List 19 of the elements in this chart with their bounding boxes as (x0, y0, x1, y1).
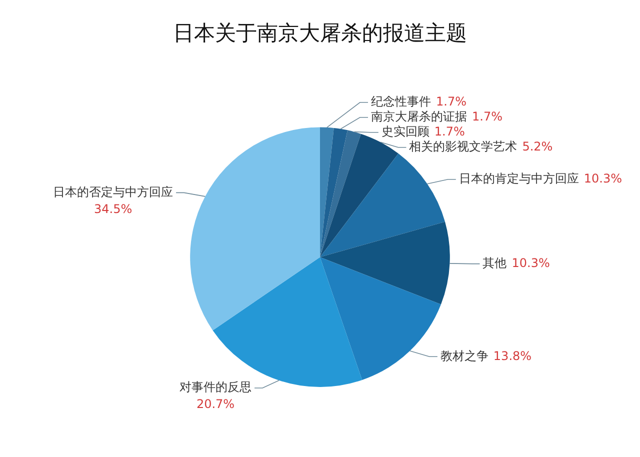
slice-label: 纪念性事件 (371, 94, 431, 109)
data-label: 34.5% (94, 202, 132, 216)
data-label: 1.7% (436, 94, 466, 109)
slice-label: 日本的否定与中方回应 (53, 184, 174, 199)
data-label: 1.7% (472, 110, 502, 124)
data-label: 10.3% (512, 256, 550, 270)
slice-label: 史实回顾 (381, 124, 430, 139)
data-label: 13.8% (493, 348, 532, 363)
slice-label: 教材之争 (440, 348, 488, 363)
data-label: 1.7% (434, 124, 465, 139)
slice-label: 相关的影视文学艺术 (409, 140, 518, 154)
data-label: 10.3% (584, 171, 622, 186)
data-label: 20.7% (196, 397, 235, 412)
slice-label: 日本的肯定与中方回应 (458, 171, 579, 186)
data-label: 5.2% (522, 140, 553, 154)
slice-label: 其他 (482, 256, 507, 270)
slice-label: 南京大屠杀的证据 (371, 110, 467, 124)
slice-label: 对事件的反思 (180, 380, 252, 394)
chart-title: 日本关于南京大屠杀的报道主题 (173, 21, 467, 46)
